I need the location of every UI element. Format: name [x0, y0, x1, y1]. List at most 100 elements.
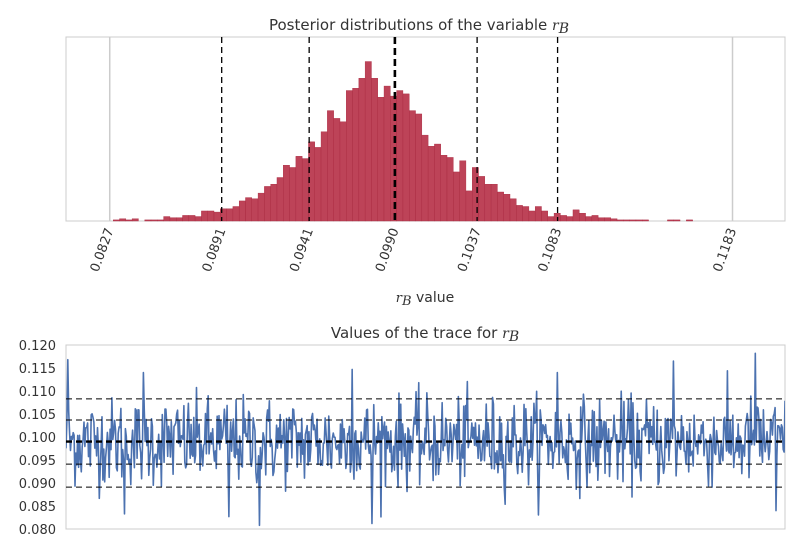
histogram-x-tick-label: 0.0941 — [287, 226, 317, 274]
histogram-bar — [623, 219, 630, 222]
trace-y-tick-label: 0.080 — [19, 523, 56, 538]
trace-y-tick-label: 0.090 — [19, 477, 56, 492]
histogram-bar — [409, 110, 416, 222]
histogram-bar — [396, 90, 404, 222]
histogram-bar — [188, 215, 196, 222]
histogram-bar — [182, 215, 190, 222]
histogram-bar — [616, 219, 624, 222]
histogram-bar — [509, 198, 517, 222]
histogram-bar — [560, 215, 567, 222]
trace-y-tick-label: 0.120 — [19, 339, 56, 354]
histogram-bar — [226, 208, 234, 222]
histogram-bar — [314, 147, 322, 222]
histogram-bar — [591, 215, 599, 222]
histogram-bar — [541, 210, 548, 222]
histogram-bar — [446, 157, 454, 222]
histogram-bar — [257, 192, 265, 222]
trace-title-text: Values of the trace for — [331, 324, 502, 342]
trace-y-tick-label: 0.110 — [19, 385, 56, 400]
histogram-bar — [213, 211, 221, 222]
histogram-bar — [427, 146, 435, 222]
histogram-bar — [459, 160, 467, 222]
histogram-bar — [686, 219, 693, 222]
histogram-bar — [610, 218, 618, 222]
histogram-bar — [352, 88, 360, 222]
histogram-bar — [264, 186, 271, 222]
trace-y-tick-labels: 0.080 0.085 0.090 0.095 0.100 0.105 0.110 0.115… — [19, 339, 56, 538]
trace-series — [66, 352, 785, 527]
histogram-bar — [333, 118, 341, 222]
histogram-bar — [176, 217, 183, 222]
histogram-bar — [157, 219, 164, 222]
histogram-bar — [566, 216, 574, 222]
histogram-bar — [131, 218, 139, 222]
histogram-title: Posterior distributions of the variable … — [269, 16, 569, 37]
trace-y-tick-label: 0.105 — [19, 408, 56, 423]
histogram-bar — [528, 210, 536, 222]
histogram-bar — [276, 177, 284, 222]
histogram-bar — [119, 218, 127, 222]
trace-title-subscript: B — [508, 329, 519, 345]
histogram-bar — [169, 217, 177, 222]
histogram-bar — [667, 219, 674, 222]
trace-y-tick-label: 0.085 — [19, 500, 56, 515]
trace-title-symbol: r — [502, 326, 510, 342]
histogram-x-axis-label: rB value — [396, 290, 454, 309]
histogram-bar — [364, 61, 372, 222]
x-axis-label-subscript: B — [401, 294, 412, 309]
histogram-bar — [534, 206, 542, 222]
histogram-bar — [346, 90, 353, 222]
histogram-x-tick-labels: 0.0827 0.0891 0.0941 0.0990 0.1037 0.1083 0.11… — [88, 226, 740, 274]
histogram-bar — [238, 200, 246, 222]
x-axis-label-text: value — [412, 290, 455, 306]
histogram-bars — [113, 61, 693, 222]
histogram-bar — [194, 216, 202, 222]
histogram-reference-lines — [108, 37, 734, 221]
histogram-bar — [465, 190, 473, 222]
histogram-bar — [629, 219, 637, 222]
histogram-x-tick-label: 0.0990 — [373, 226, 403, 274]
trace-y-tick-label: 0.115 — [19, 362, 56, 377]
histogram-x-tick-label: 0.1183 — [711, 226, 741, 274]
histogram-bar — [283, 165, 290, 222]
histogram-credible-lines — [221, 37, 559, 221]
histogram-bar — [301, 158, 309, 222]
histogram-bar — [421, 134, 429, 222]
histogram-bar — [635, 219, 643, 222]
histogram-bar — [289, 167, 297, 222]
histogram-bar — [339, 121, 347, 222]
histogram-bar — [547, 216, 555, 222]
histogram-bar — [415, 113, 423, 222]
histogram-bar — [251, 198, 259, 222]
histogram-bar — [163, 216, 171, 222]
histogram-x-tick-label: 0.0827 — [88, 226, 118, 274]
histogram-bar — [440, 155, 448, 222]
histogram-bar — [270, 183, 278, 222]
histogram-title-text: Posterior distributions of the variable — [269, 16, 552, 34]
histogram-bar — [383, 85, 391, 222]
histogram-bar — [572, 209, 580, 222]
histogram-bar — [434, 143, 441, 222]
histogram-title-subscript: B — [558, 21, 569, 37]
histogram-bar — [579, 212, 586, 222]
histogram-bar — [478, 176, 486, 222]
histogram-x-tick-label: 0.0891 — [200, 226, 230, 274]
histogram-bar — [673, 219, 681, 222]
histogram-bar — [113, 219, 120, 222]
histogram-x-tick-label: 0.1083 — [536, 226, 566, 274]
histogram-bar — [522, 206, 530, 222]
histogram-bar — [604, 217, 611, 222]
trace-y-tick-label: 0.100 — [19, 431, 56, 446]
trace-y-tick-label: 0.095 — [19, 454, 56, 469]
histogram-title-symbol: r — [552, 18, 560, 34]
histogram-bar — [585, 216, 593, 222]
histogram-bar — [358, 78, 366, 222]
histogram-bar — [232, 206, 240, 222]
histogram-bar — [490, 183, 498, 222]
histogram-bar — [295, 156, 303, 222]
histogram-bar — [516, 205, 523, 222]
histogram-bar — [144, 219, 152, 222]
histogram-bar — [245, 197, 252, 222]
histogram-bar — [150, 219, 158, 222]
